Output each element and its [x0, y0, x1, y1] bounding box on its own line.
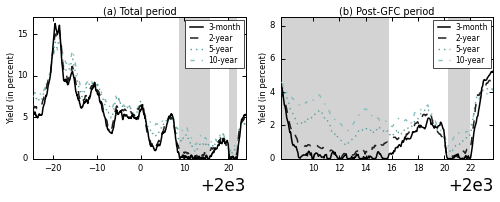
5-year: [430, 119, 436, 121]
2-year: [476, 94, 482, 97]
5-year: [154, 133, 160, 135]
Y-axis label: Yield (in percent): Yield (in percent): [259, 52, 268, 124]
2-year: [430, 123, 436, 125]
3-month: [430, 125, 436, 127]
2-year: [214, 144, 220, 147]
Title: (a) Total period: (a) Total period: [102, 7, 176, 17]
3-month: [166, 116, 172, 118]
10-year: [43, 83, 49, 85]
3-month: [476, 109, 482, 112]
10-year: [430, 114, 436, 117]
2-year: [242, 118, 248, 120]
3-month: [52, 22, 58, 25]
Line: 3-month: 3-month: [33, 23, 246, 159]
2-year: [492, 76, 498, 79]
Y-axis label: Yield (in percent): Yield (in percent): [6, 52, 16, 124]
5-year: [56, 37, 62, 39]
3-month: [43, 94, 49, 96]
Bar: [448, 17, 470, 159]
2-year: [30, 104, 36, 107]
2-year: [492, 78, 498, 80]
Bar: [280, 17, 388, 159]
10-year: [192, 142, 198, 144]
5-year: [492, 87, 498, 89]
3-month: [278, 83, 284, 85]
3-month: [350, 156, 356, 159]
3-month: [186, 157, 192, 160]
3-month: [492, 69, 498, 71]
10-year: [474, 99, 480, 101]
Line: 3-month: 3-month: [281, 70, 496, 159]
5-year: [43, 85, 49, 87]
Title: (b) Post-GFC period: (b) Post-GFC period: [340, 7, 434, 17]
2-year: [56, 29, 62, 31]
10-year: [30, 91, 36, 94]
10-year: [416, 111, 422, 114]
Line: 2-year: 2-year: [281, 78, 496, 158]
3-month: [424, 120, 430, 123]
Line: 5-year: 5-year: [281, 82, 496, 151]
5-year: [350, 138, 356, 141]
2-year: [190, 157, 196, 160]
5-year: [474, 94, 480, 97]
5-year: [160, 126, 166, 128]
3-month: [492, 70, 498, 72]
10-year: [350, 124, 356, 126]
5-year: [228, 154, 234, 156]
10-year: [492, 87, 498, 89]
3-month: [474, 116, 480, 118]
2-year: [160, 133, 166, 135]
10-year: [166, 116, 172, 118]
5-year: [447, 150, 453, 153]
3-month: [214, 147, 220, 150]
10-year: [154, 122, 160, 125]
Line: 2-year: 2-year: [33, 30, 246, 159]
10-year: [213, 138, 219, 141]
5-year: [278, 81, 284, 83]
2-year: [43, 87, 49, 90]
3-month: [160, 132, 166, 134]
2-year: [278, 88, 284, 90]
10-year: [444, 145, 450, 148]
2-year: [417, 120, 423, 123]
10-year: [424, 106, 430, 108]
Line: 10-year: 10-year: [33, 42, 246, 153]
10-year: [278, 81, 284, 84]
10-year: [226, 151, 232, 154]
5-year: [213, 142, 219, 145]
2-year: [154, 144, 160, 147]
Line: 5-year: 5-year: [33, 38, 246, 155]
10-year: [160, 120, 166, 122]
3-month: [417, 126, 423, 129]
3-month: [242, 114, 248, 116]
5-year: [30, 94, 36, 97]
Line: 10-year: 10-year: [281, 82, 496, 146]
5-year: [242, 122, 248, 124]
10-year: [476, 98, 482, 101]
5-year: [416, 116, 422, 118]
2-year: [166, 117, 172, 120]
3-month: [324, 157, 330, 160]
2-year: [192, 155, 198, 157]
2-year: [338, 157, 344, 160]
10-year: [242, 122, 248, 125]
Legend: 3-month, 2-year, 5-year, 10-year: 3-month, 2-year, 5-year, 10-year: [432, 20, 491, 68]
2-year: [350, 154, 356, 156]
3-month: [30, 109, 36, 111]
5-year: [192, 149, 198, 152]
2-year: [474, 95, 480, 98]
5-year: [166, 118, 172, 120]
Bar: [179, 17, 210, 159]
5-year: [476, 94, 482, 96]
5-year: [424, 108, 430, 111]
3-month: [154, 146, 160, 148]
10-year: [56, 41, 62, 43]
Legend: 3-month, 2-year, 5-year, 10-year: 3-month, 2-year, 5-year, 10-year: [185, 20, 244, 68]
2-year: [424, 113, 430, 115]
3-month: [192, 156, 198, 159]
Bar: [230, 17, 237, 159]
